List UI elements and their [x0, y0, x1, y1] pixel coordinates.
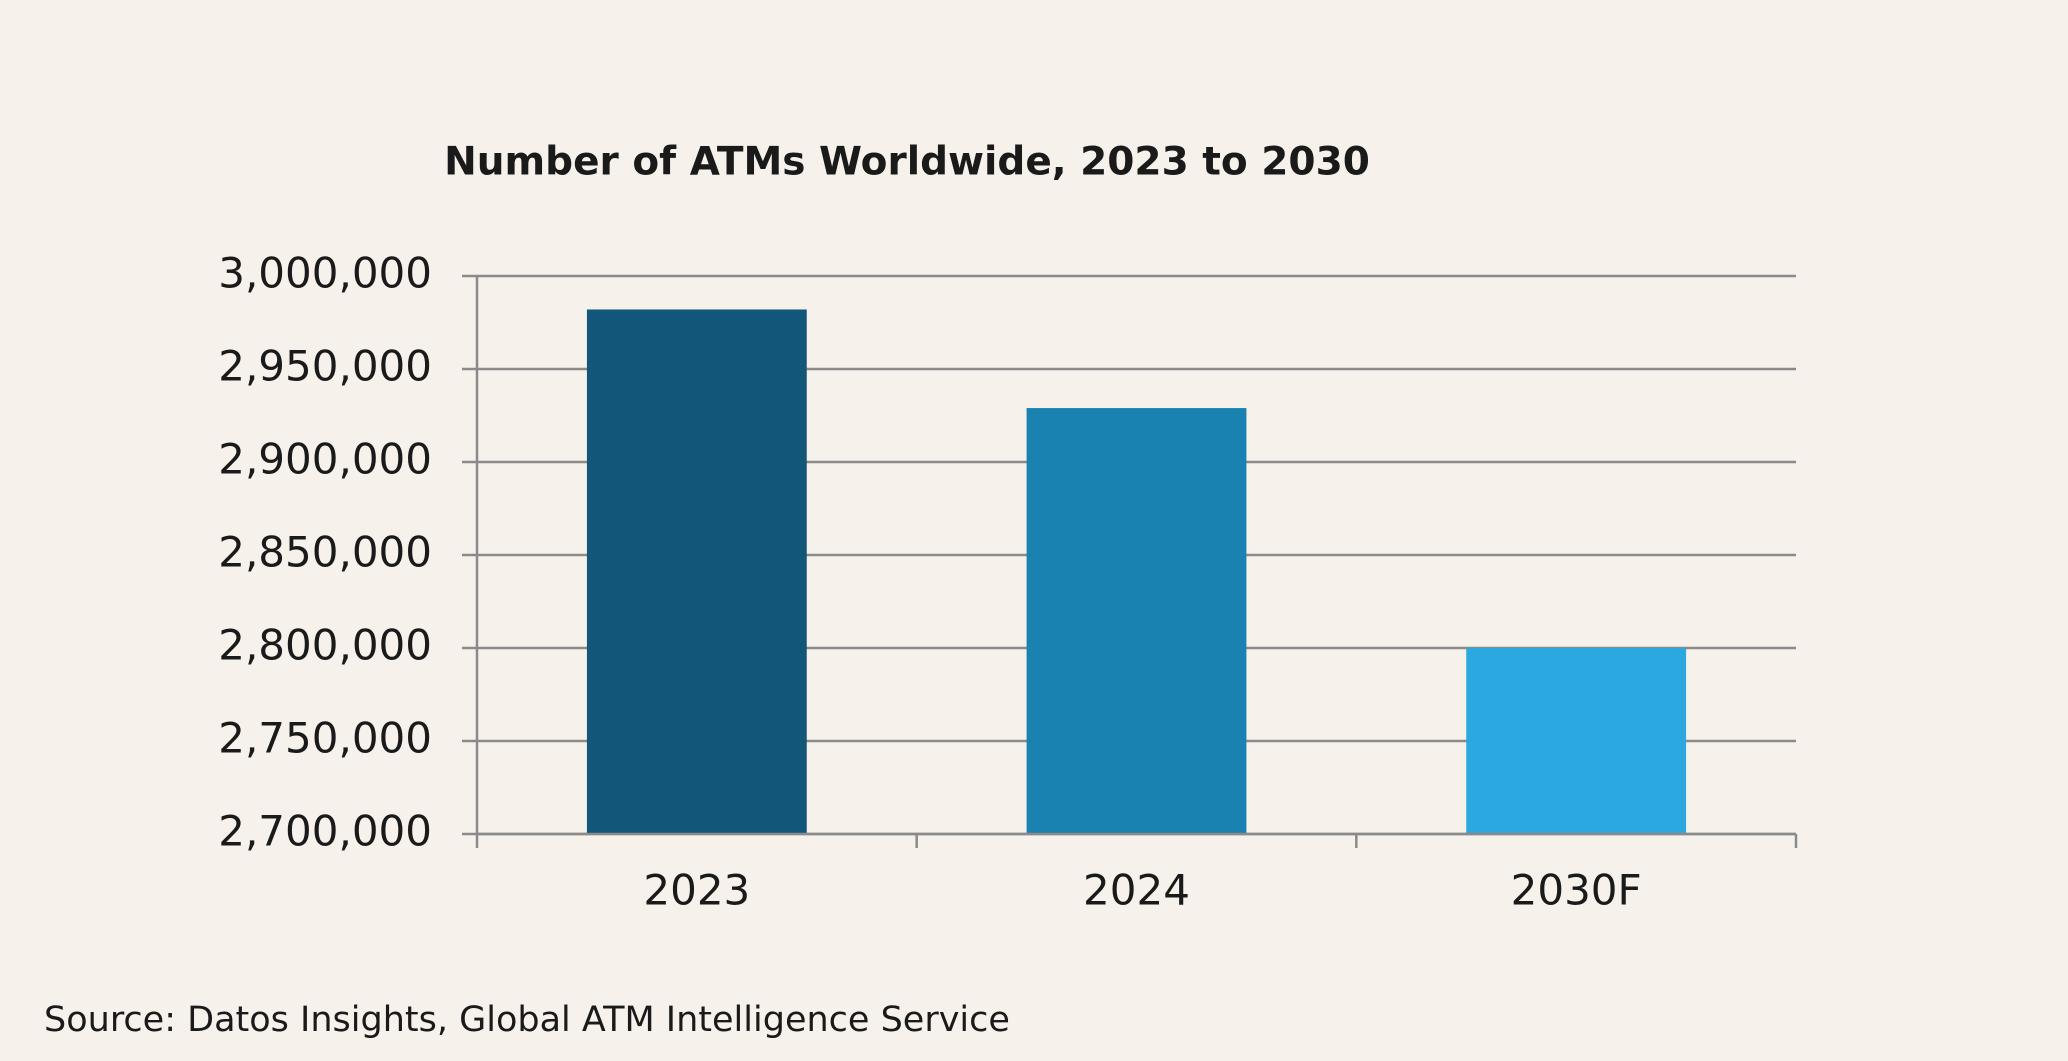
chart-title: Number of ATMs Worldwide, 2023 to 2030	[444, 140, 1370, 185]
x-tick-label: 2030F	[1511, 866, 1642, 915]
x-tick-label: 2024	[1083, 866, 1190, 915]
y-tick-label: 2,900,000	[218, 435, 432, 484]
x-tick-label: 2023	[643, 866, 750, 915]
y-tick-label: 2,950,000	[218, 342, 432, 391]
source-note: Source: Datos Insights, Global ATM Intel…	[44, 1000, 1010, 1040]
bar	[1466, 648, 1687, 834]
y-tick-label: 3,000,000	[218, 249, 432, 298]
y-tick-label: 2,800,000	[218, 621, 432, 670]
bar	[1026, 408, 1247, 834]
y-tick-label: 2,850,000	[218, 528, 432, 577]
y-tick-label: 2,700,000	[218, 807, 432, 856]
bar	[586, 309, 807, 835]
y-tick-label: 2,750,000	[218, 714, 432, 763]
